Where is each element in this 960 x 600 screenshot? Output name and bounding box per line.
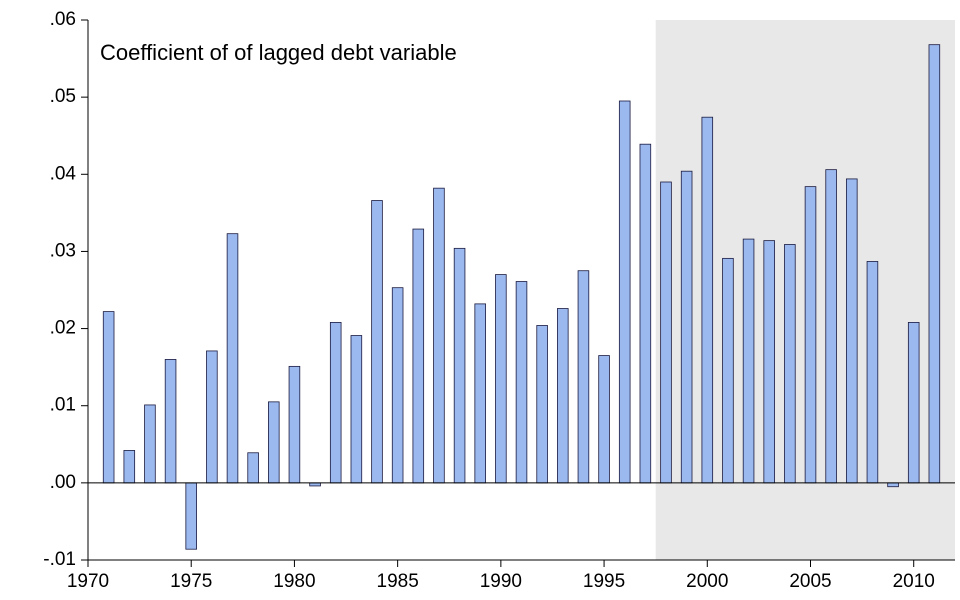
bar	[144, 404, 156, 484]
bar	[247, 452, 259, 484]
x-tick-label: 2000	[686, 571, 728, 592]
bar	[907, 321, 920, 484]
bar	[371, 200, 383, 484]
bar	[350, 335, 363, 484]
chart-title: Coefficient of of lagged debt variable	[100, 40, 457, 65]
x-tick-label: 2005	[789, 571, 831, 592]
bar	[639, 143, 652, 484]
bar	[495, 274, 507, 484]
bar	[474, 303, 486, 484]
bar	[618, 100, 631, 484]
x-tick-label: 1980	[273, 571, 315, 592]
bar	[536, 325, 548, 484]
bar	[866, 261, 879, 484]
bar	[226, 233, 239, 484]
bar	[680, 170, 693, 484]
bar	[846, 178, 858, 484]
y-tick-label: .04	[50, 163, 77, 184]
bar	[660, 181, 672, 484]
x-tick-label: 1975	[170, 571, 212, 592]
bar	[577, 270, 590, 484]
bar	[123, 450, 136, 484]
bar	[391, 287, 404, 484]
bar	[268, 401, 280, 484]
x-tick-label: 2010	[893, 571, 935, 592]
bar	[742, 238, 755, 484]
y-tick-label: .00	[50, 472, 76, 493]
bar	[164, 359, 177, 484]
bar	[185, 482, 197, 550]
y-tick-label: .06	[50, 9, 76, 30]
y-tick-label: .01	[50, 395, 76, 416]
x-tick-label: 1990	[480, 571, 522, 592]
bar	[329, 321, 342, 484]
x-tick-label: 1995	[583, 571, 625, 592]
bar	[515, 281, 528, 484]
bar	[453, 247, 466, 484]
bar	[722, 257, 734, 484]
bar	[763, 240, 775, 484]
bar	[804, 186, 817, 484]
bar	[288, 365, 301, 484]
bar	[701, 116, 714, 484]
bar	[206, 350, 218, 484]
bar	[825, 169, 837, 484]
y-tick-label: .03	[50, 240, 76, 261]
bar	[928, 44, 941, 484]
bar	[102, 311, 115, 484]
y-tick-label: .02	[50, 318, 76, 339]
bar	[784, 244, 796, 484]
bar	[433, 187, 445, 484]
bar	[598, 355, 610, 484]
bar	[412, 228, 425, 484]
x-tick-label: 1985	[377, 571, 419, 592]
y-tick-label: -.01	[43, 549, 76, 570]
bar	[557, 308, 569, 484]
bar	[887, 482, 899, 488]
y-tick-label: .05	[50, 86, 76, 107]
x-tick-label: 1970	[67, 571, 109, 592]
